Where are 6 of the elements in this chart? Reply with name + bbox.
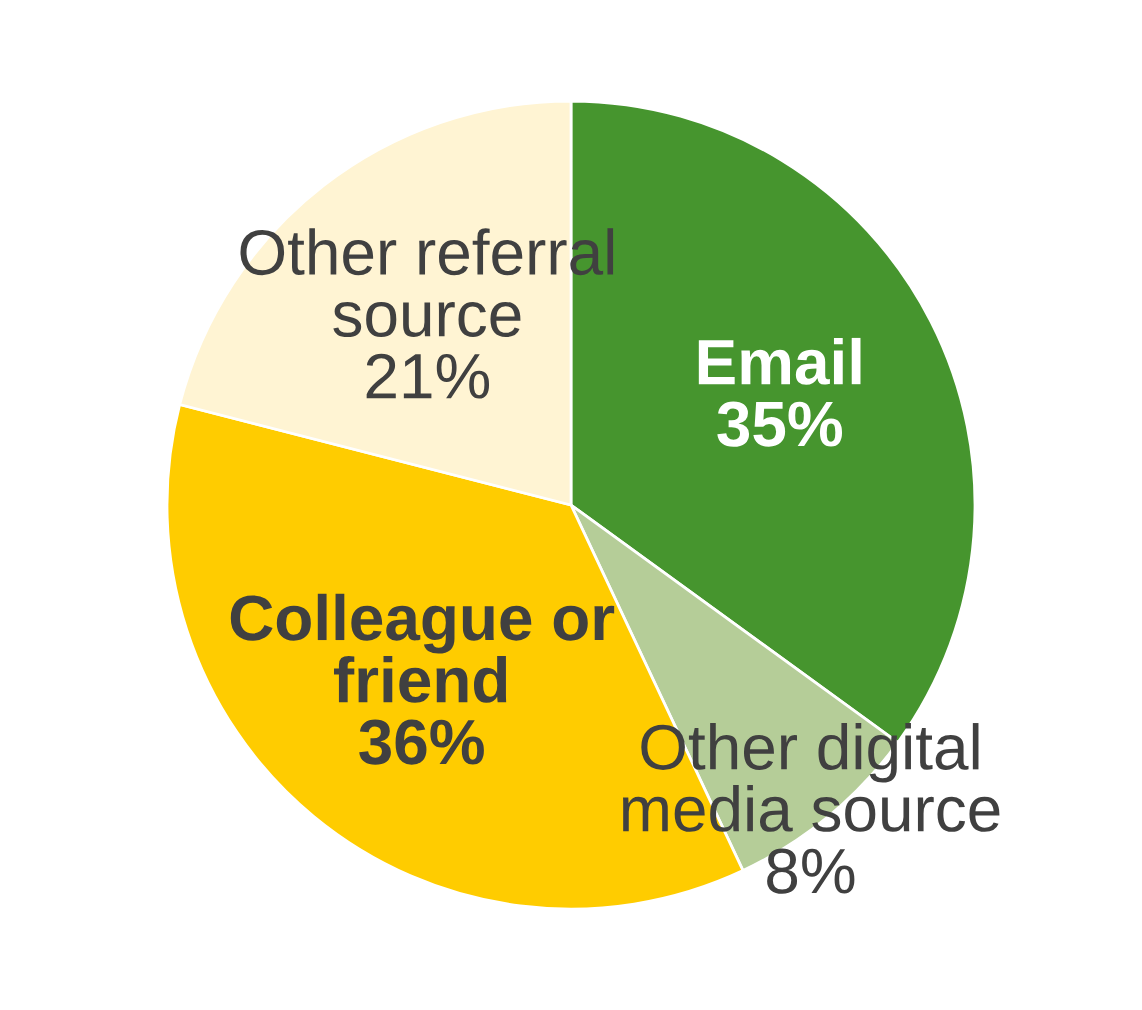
slice-label: Colleague or friend [230,593,615,703]
slice-label: Email [698,337,861,385]
data-label: 35% [717,401,843,447]
data-label: 8% [767,848,855,894]
data-label: 21% [366,353,490,399]
data-label: 36% [359,719,484,765]
